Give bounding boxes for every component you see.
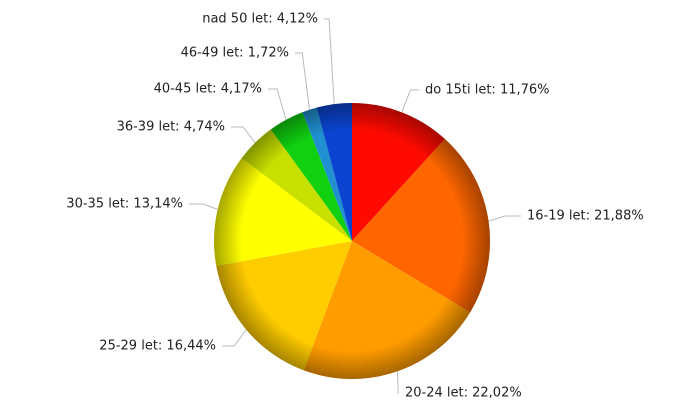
leader-line bbox=[401, 89, 419, 113]
leader-line bbox=[222, 329, 247, 347]
slice-label: 40-45 let: 4,17% bbox=[154, 82, 262, 97]
leader-line bbox=[324, 18, 335, 105]
slice-label: 20-24 let: 22,02% bbox=[405, 386, 522, 401]
slice-label: 16-19 let: 21,88% bbox=[527, 209, 644, 224]
slice-label: 36-39 let: 4,74% bbox=[117, 120, 225, 135]
pie-shade bbox=[214, 103, 490, 379]
slice-label: 46-49 let: 1,72% bbox=[181, 46, 289, 61]
slice-label: 25-29 let: 16,44% bbox=[99, 339, 216, 354]
leader-line bbox=[396, 371, 399, 394]
leader-line bbox=[488, 215, 521, 222]
leader-line bbox=[189, 203, 218, 210]
slice-label: 30-35 let: 13,14% bbox=[66, 197, 183, 212]
slice-label: nad 50 let: 4,12% bbox=[202, 12, 318, 27]
leader-line bbox=[268, 88, 287, 120]
leader-line bbox=[295, 52, 311, 110]
leader-line bbox=[231, 126, 256, 143]
slice-label: do 15ti let: 11,76% bbox=[425, 83, 550, 98]
